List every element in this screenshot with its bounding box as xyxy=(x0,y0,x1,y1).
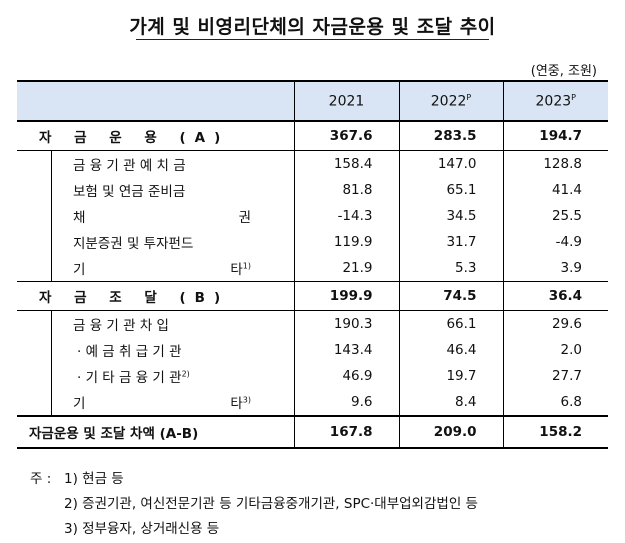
footnote-3: 3) 정부융자, 상거래신용 등 xyxy=(64,521,220,537)
header-2022: 2022P xyxy=(398,80,503,122)
row-label-right: 권 xyxy=(238,210,251,226)
cell-2022: 65.1 xyxy=(398,177,503,203)
row-label-cell: 기 타1) xyxy=(17,255,294,282)
cell-2023: 41.4 xyxy=(502,177,608,203)
cell-2022: 19.7 xyxy=(398,363,503,389)
header-2021: 2021 xyxy=(293,80,399,122)
table-row: 기 타3) 9.6 8.4 6.8 xyxy=(17,389,608,416)
cell-2021: 158.4 xyxy=(293,150,399,177)
row-label: 자 금 조 달 (B) xyxy=(17,281,294,311)
footnote-ref: 1) xyxy=(242,261,251,271)
row-label-left: 기 xyxy=(73,396,86,412)
cell-2021: 367.6 xyxy=(293,121,399,151)
cell-2022: 34.5 xyxy=(398,203,503,229)
footnote-2: 2) 증권기관, 여신전문기관 등 기타금융중개기관, SPC·대부업외감법인 … xyxy=(64,496,478,512)
cell-2023: 128.8 xyxy=(502,150,608,177)
cell-2022: 283.5 xyxy=(398,121,503,151)
unit-label: (연중, 조원) xyxy=(530,64,597,79)
cell-2021: -14.3 xyxy=(293,203,399,229)
row-label-cell: 금 융 기 관 예 치 금 xyxy=(17,151,294,177)
footnote-1: 1) 현금 등 xyxy=(64,471,124,487)
row-label-left: 채 xyxy=(73,210,86,226)
cell-2023: 27.7 xyxy=(502,363,608,389)
cell-2023: 25.5 xyxy=(502,203,608,229)
table-row-net-difference: 자금운용 및 조달 차액 (A-B) 167.8 209.0 158.2 xyxy=(17,415,608,449)
table-row-fund-use: 자 금 운 용 (A) 367.6 283.5 194.7 xyxy=(17,121,608,151)
cell-2023: 3.9 xyxy=(502,255,608,282)
cell-2022: 66.1 xyxy=(398,310,503,337)
cell-2022: 147.0 xyxy=(398,150,503,177)
row-label-right: 타 xyxy=(230,262,243,278)
table-row: 지분증권 및 투자펀드 119.9 31.7 -4.9 xyxy=(17,229,608,255)
cell-2023: -4.9 xyxy=(502,229,608,255)
table-row: 기 타1) 21.9 5.3 3.9 xyxy=(17,255,608,282)
cell-2021: 190.3 xyxy=(293,310,399,337)
cell-2021: 199.9 xyxy=(293,281,399,311)
cell-2023: 194.7 xyxy=(502,121,608,151)
footnote-ref: 2) xyxy=(181,369,190,379)
cell-2023: 36.4 xyxy=(502,281,608,311)
cell-2023: 2.0 xyxy=(502,337,608,363)
table-row: 보험 및 연금 준비금 81.8 65.1 41.4 xyxy=(17,177,608,203)
table-row: · 예 금 취 급 기 관 143.4 46.4 2.0 xyxy=(17,337,608,363)
row-label: 금 융 기 관 차 입 xyxy=(73,318,169,334)
row-label-cell: · 예 금 취 급 기 관 xyxy=(17,337,294,363)
cell-2023: 29.6 xyxy=(502,310,608,337)
cell-2022: 31.7 xyxy=(398,229,503,255)
row-label-cell: 기 타3) xyxy=(17,389,294,416)
cell-2021: 167.8 xyxy=(293,415,399,449)
cell-2021: 143.4 xyxy=(293,337,399,363)
cell-2021: 119.9 xyxy=(293,229,399,255)
title-underline xyxy=(136,39,489,40)
row-label-cell: 보험 및 연금 준비금 xyxy=(17,177,294,203)
row-label-cell: · 기 타 금 융 기 관2) xyxy=(17,363,294,389)
row-label: 보험 및 연금 준비금 xyxy=(73,184,186,200)
cell-2023: 158.2 xyxy=(502,415,608,449)
flow-of-funds-table: 2021 2022P 2023P 자 금 운 용 (A) 367.6 283.5… xyxy=(17,80,608,449)
cell-2021: 81.8 xyxy=(293,177,399,203)
table-row: 금 융 기 관 예 치 금 158.4 147.0 128.8 xyxy=(17,150,608,177)
table-row: 금 융 기 관 차 입 190.3 66.1 29.6 xyxy=(17,310,608,337)
row-label-left: 기 xyxy=(73,262,86,278)
row-label: 금 융 기 관 예 치 금 xyxy=(73,158,186,174)
row-label: · 기 타 금 융 기 관 xyxy=(77,370,182,386)
row-label-cell: 금 융 기 관 차 입 xyxy=(17,311,294,337)
cell-2022: 8.4 xyxy=(398,389,503,416)
cell-2022: 5.3 xyxy=(398,255,503,282)
row-label-right: 타 xyxy=(230,396,243,412)
cell-2021: 46.9 xyxy=(293,363,399,389)
cell-2021: 21.9 xyxy=(293,255,399,282)
table-title: 가계 및 비영리단체의 자금운용 및 조달 추이 xyxy=(129,16,496,38)
table-row-fund-raising: 자 금 조 달 (B) 199.9 74.5 36.4 xyxy=(17,281,608,311)
row-label: · 예 금 취 급 기 관 xyxy=(77,344,182,360)
footnote-ref: 3) xyxy=(242,395,251,405)
header-2023: 2023P xyxy=(502,80,608,122)
row-label-cell: 지분증권 및 투자펀드 xyxy=(17,229,294,255)
row-label: 지분증권 및 투자펀드 xyxy=(73,236,194,252)
cell-2022: 46.4 xyxy=(398,337,503,363)
table-row: · 기 타 금 융 기 관2) 46.9 19.7 27.7 xyxy=(17,363,608,389)
row-label: 자금운용 및 조달 차액 (A-B) xyxy=(17,415,294,449)
header-label-cell xyxy=(17,80,294,122)
header-row: 2021 2022P 2023P xyxy=(17,80,608,122)
cell-2022: 74.5 xyxy=(398,281,503,311)
cell-2023: 6.8 xyxy=(502,389,608,416)
footnote-prefix: 주 : xyxy=(30,471,52,487)
row-label: 자 금 운 용 (A) xyxy=(17,121,294,151)
cell-2021: 9.6 xyxy=(293,389,399,416)
cell-2022: 209.0 xyxy=(398,415,503,449)
